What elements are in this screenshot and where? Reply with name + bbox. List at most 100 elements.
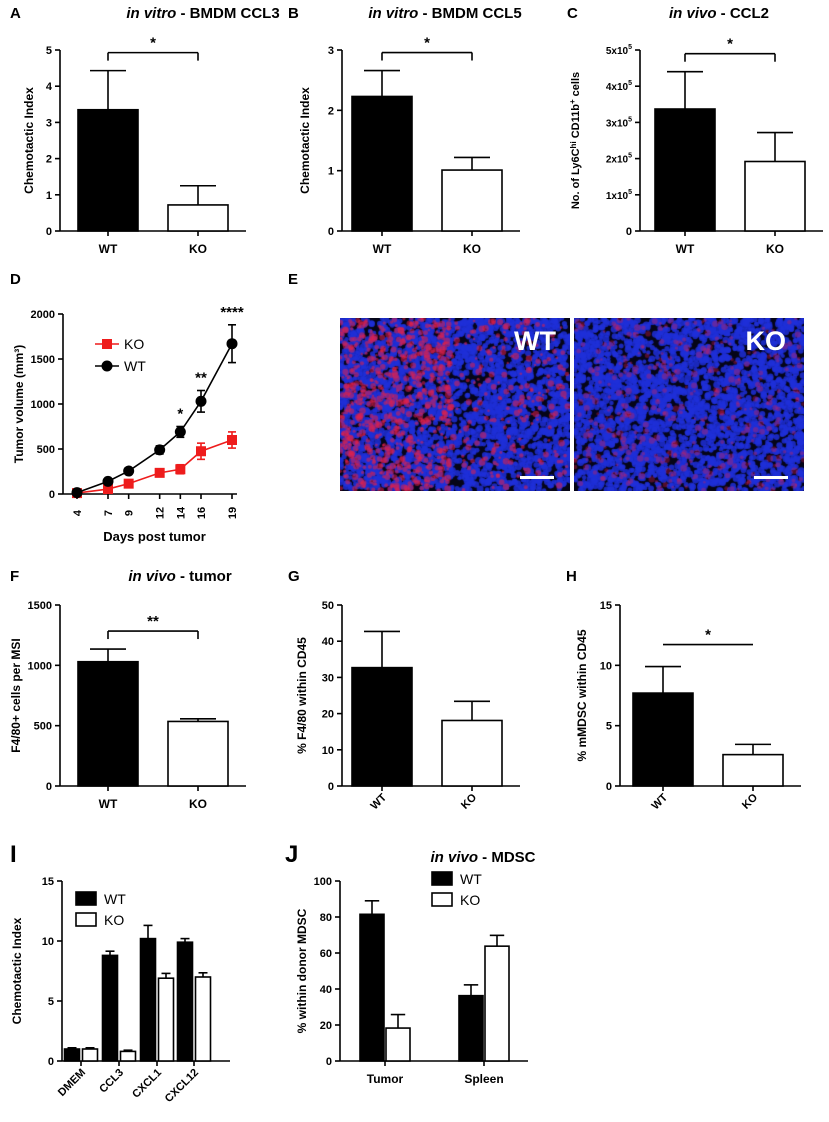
- legend-swatch-ko: [75, 912, 97, 927]
- y-tick-label: 4x105: [606, 80, 632, 93]
- bar-wt-dmem: [63, 1048, 81, 1062]
- y-tick-label: 0: [49, 489, 55, 501]
- bar-ko-cxcl1: [157, 977, 175, 1062]
- y-tick-label: 0: [48, 1056, 54, 1068]
- chart-title-rest: - tumor: [176, 568, 232, 585]
- x-tick-label: 14: [175, 506, 187, 519]
- significance-marker: *: [727, 36, 733, 53]
- legend-label-ko: KO: [124, 336, 144, 352]
- chart-panel-h: H 0 5 10 15 % mMDSC within CD45 WT KO *: [566, 568, 801, 812]
- y-axis-label-part: hi: [569, 141, 578, 148]
- bar-wt: [351, 95, 413, 232]
- bar-ko: [744, 160, 806, 232]
- y-tick-label: 40: [322, 636, 334, 648]
- micrograph-ko-scale-bar: [754, 476, 788, 479]
- micrograph-ko-image: [574, 318, 804, 491]
- y-axis-label-part: CD11b: [570, 104, 582, 142]
- x-tick-label: WT: [650, 791, 671, 812]
- y-tick-label: 1000: [31, 399, 55, 411]
- y-tick-label: 15: [600, 600, 612, 612]
- y-tick-label: 1500: [28, 600, 52, 612]
- chart-title-rest: - BMDM CCL5: [418, 5, 521, 22]
- y-tick-label: 2000: [31, 309, 55, 321]
- panel-letter-b: B: [288, 5, 299, 22]
- y-axis-label: % mMDSC within CD45: [575, 629, 589, 761]
- y-tick-label: 5: [46, 45, 52, 57]
- chart-title: in vivo - MDSC: [430, 849, 535, 866]
- y-tick-label: 1: [328, 166, 334, 178]
- y-axis-label: Chemotactic Index: [298, 87, 312, 194]
- legend-label-wt: WT: [460, 871, 482, 887]
- y-tick-label-exponent: 5: [628, 189, 632, 196]
- legend-swatch-wt: [431, 871, 453, 886]
- y-tick-label: 0: [326, 1056, 332, 1068]
- x-tick-label: 16: [196, 507, 208, 519]
- data-point-wt: [195, 395, 207, 407]
- y-tick-label: 50: [322, 600, 334, 612]
- panel-letter-h: H: [566, 568, 577, 585]
- bar-wt-spleen: [458, 994, 484, 1062]
- data-point-wt: [174, 426, 186, 438]
- y-tick-label: 0: [606, 781, 612, 793]
- significance-marker: **: [147, 613, 159, 630]
- data-point-ko: [227, 435, 237, 445]
- legend-label-ko: KO: [460, 892, 480, 908]
- x-tick-label: 4: [72, 509, 84, 516]
- x-tick-label: WT: [99, 797, 118, 811]
- legend-label-ko: KO: [104, 912, 124, 928]
- x-tick-label: WT: [676, 242, 695, 256]
- y-tick-label: 0: [328, 226, 334, 238]
- y-tick-label: 2x105: [606, 153, 632, 166]
- x-tick-label: Spleen: [464, 1072, 503, 1086]
- chart-panel-i: I 0 5 10 15 Chemotactic Index DMEM CCL3 CXCL1CXC…: [10, 841, 230, 1105]
- y-tick-label: 1500: [31, 354, 55, 366]
- chart-title-italic: in vivo: [128, 568, 176, 585]
- x-axis-label: Days post tumor: [103, 529, 206, 544]
- y-tick-label: 10: [42, 936, 54, 948]
- micrograph-ko: KO: [574, 318, 804, 491]
- chart-title-italic: in vitro: [126, 5, 176, 22]
- y-tick-label-exponent: 5: [628, 44, 632, 51]
- y-axis-label: F4/80+ cells per MSI: [9, 638, 23, 752]
- y-tick-label: 15: [42, 876, 54, 888]
- x-tick-label: KO: [740, 791, 760, 811]
- legend-swatch-ko: [431, 892, 453, 907]
- data-point-wt: [123, 465, 135, 477]
- y-tick-label-base: 3x10: [606, 118, 629, 129]
- panel-letter-g: G: [288, 568, 300, 585]
- y-axis-label: Tumor volume (mm³): [12, 345, 26, 463]
- x-tick-label: KO: [189, 242, 207, 256]
- y-tick-label: 80: [320, 912, 332, 924]
- y-tick-label: 0: [626, 226, 632, 238]
- data-point-wt: [226, 338, 238, 350]
- y-axis-label: Chemotactic Index: [22, 87, 36, 194]
- data-point-wt: [154, 444, 166, 456]
- bar-ko: [441, 169, 503, 232]
- series-line-ko: [76, 439, 233, 494]
- y-tick-label: 500: [34, 721, 52, 733]
- data-point-wt: [71, 487, 83, 499]
- chart-title: in vitro - BMDM CCL5: [368, 5, 521, 22]
- bar-ko: [722, 753, 784, 787]
- x-tick-label: WT: [369, 791, 390, 812]
- y-axis-label: No. of Ly6Chi CD11b+ cells: [568, 72, 582, 209]
- x-tick-label: WT: [373, 242, 392, 256]
- significance-marker: *: [705, 627, 711, 644]
- data-point-wt: [102, 475, 114, 487]
- significance-marker: *: [424, 35, 430, 52]
- legend-label-wt: WT: [124, 358, 146, 374]
- x-tick-label: 9: [124, 510, 136, 516]
- chart-title-italic: in vivo: [430, 849, 478, 866]
- panel-letter-c: C: [567, 5, 578, 22]
- y-tick-label: 30: [322, 672, 334, 684]
- data-point-ko: [103, 484, 113, 495]
- y-tick-label: 2: [328, 105, 334, 117]
- y-tick-label-exponent: 5: [628, 153, 632, 160]
- x-tick-label: CCL3: [97, 1067, 126, 1096]
- micrograph-wt: WT: [340, 318, 570, 491]
- y-tick-label-base: 5x10: [606, 46, 629, 57]
